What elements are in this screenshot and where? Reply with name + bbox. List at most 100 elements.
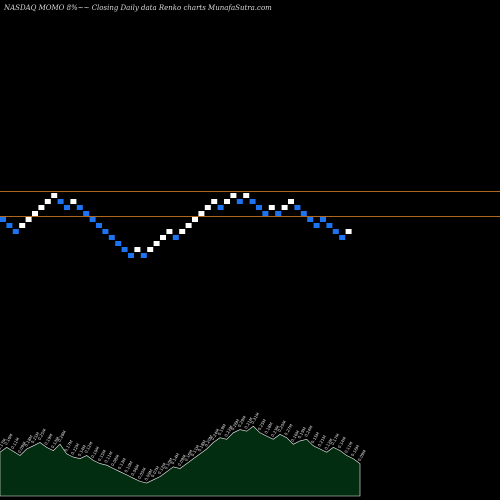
volume-label: 0.12M (83, 440, 94, 454)
volume-label: 0.06M (130, 463, 141, 477)
volume-label: 0.08M (110, 453, 121, 467)
volume-label: 0.15M (97, 448, 108, 462)
volume-label: 0.12M (157, 461, 168, 475)
renko-brick-up (345, 229, 352, 234)
volume-label: 0.24M (210, 427, 221, 441)
renko-brick-up (153, 241, 160, 246)
renko-brick-up (268, 205, 275, 210)
renko-brick-down (108, 235, 115, 240)
renko-brick-down (256, 205, 262, 210)
renko-brick-up (44, 199, 51, 204)
volume-label: 0.11M (103, 450, 114, 464)
renko-brick-up (51, 193, 58, 198)
volume-label: 0.17M (63, 439, 74, 453)
renko-brick-up (134, 247, 141, 252)
volume-label: 0.09M (17, 440, 28, 454)
volume-label: 0.22M (70, 442, 81, 456)
renko-brick-up (230, 193, 237, 198)
volume-label: 0.19M (43, 432, 54, 446)
renko-brick-up (281, 205, 288, 210)
renko-brick-down (320, 217, 326, 222)
volume-label: 0.16M (290, 429, 301, 443)
volume-label: 0.15M (310, 431, 321, 445)
volume-label: 0.20M (277, 419, 288, 433)
renko-brick-down (172, 235, 179, 240)
renko-brick-down (128, 253, 134, 258)
renko-brick-down (64, 205, 70, 210)
renko-brick-up (211, 199, 218, 204)
renko-brick-down (275, 211, 282, 216)
volume-label: 0.31M (250, 411, 261, 425)
chart-title: NASDAQ MOMO 8%~~ Closing Daily data Renk… (3, 4, 272, 12)
renko-brick-up (147, 247, 154, 252)
volume-label: 0.26M (230, 418, 241, 432)
volume-label: 0.22M (223, 424, 234, 438)
volume-label: 0.21M (30, 431, 41, 445)
volume-label: 0.19M (90, 445, 101, 459)
renko-brick-up (70, 199, 77, 204)
volume-label: 0.29M (237, 414, 248, 428)
renko-brick-up (32, 211, 38, 216)
volume-label: 0.25M (257, 418, 268, 432)
renko-brick-up (185, 223, 192, 228)
volume-label: 0.27M (283, 423, 294, 437)
volume-label: 0.16M (3, 432, 14, 446)
renko-brick-down (217, 205, 224, 210)
renko-brick-up (166, 229, 173, 234)
renko-brick-down (102, 229, 109, 234)
renko-brick-up (160, 235, 166, 240)
volume-label: 0.17M (0, 437, 7, 451)
volume-label: 0.09M (177, 453, 188, 467)
renko-brick-down (83, 211, 90, 216)
reference-lines (0, 191, 500, 217)
volume-label: 0.23M (270, 424, 281, 438)
renko-brick-down (249, 199, 256, 204)
volume-label: 0.18M (197, 439, 208, 453)
volume-label: 0.14M (77, 444, 88, 458)
renko-brick-up (224, 199, 230, 204)
volume-label: 0.20M (203, 434, 214, 448)
renko-brick-up (179, 229, 186, 234)
volume-label: 0.21M (317, 434, 328, 448)
renko-brick-down (0, 217, 6, 222)
volume-label: 0.13M (117, 457, 128, 471)
renko-brick-down (12, 229, 19, 234)
renko-brick-down (294, 205, 301, 210)
volume-label: 0.21M (243, 416, 254, 430)
renko-brick-down (96, 223, 102, 228)
renko-brick-down (313, 223, 320, 228)
renko-brick-up (204, 205, 211, 210)
volume-label: 0.11M (190, 444, 201, 458)
volume-label: 0.09M (143, 468, 154, 482)
volume-label: 0.18M (23, 434, 34, 448)
volume-label: 0.16M (350, 444, 361, 458)
renko-brick-down (57, 199, 64, 204)
renko-brick-down (307, 217, 314, 222)
volume-label: 0.17M (330, 432, 341, 446)
volume-label: 0.11M (10, 436, 21, 450)
renko-brick-up (25, 217, 32, 222)
renko-brick-up (192, 217, 198, 222)
volume-label: 0.14M (337, 435, 348, 449)
renko-brick-down (332, 229, 339, 234)
volume-label: 0.09M (357, 448, 368, 462)
renko-brick-up (243, 193, 250, 198)
renko-brick-down (140, 253, 147, 258)
renko-brick-down (121, 247, 128, 252)
renko-brick-down (76, 205, 83, 210)
renko-brick-down (89, 217, 96, 222)
volume-label: 0.12M (323, 437, 334, 451)
renko-brick-up (38, 205, 45, 210)
volume-label: 0.28M (57, 429, 68, 443)
volume-label: 0.13M (50, 435, 61, 449)
renko-brick-up (288, 199, 294, 204)
volume-label: 0.14M (170, 452, 181, 466)
volume-area-path (0, 425, 361, 497)
renko-brick-up (19, 223, 26, 228)
volume-label: 0.16M (183, 448, 194, 462)
renko-brick-down (6, 223, 13, 228)
volume-label: 0.07M (150, 465, 161, 479)
renko-brick-down (300, 211, 307, 216)
renko-brick-down (236, 199, 243, 204)
